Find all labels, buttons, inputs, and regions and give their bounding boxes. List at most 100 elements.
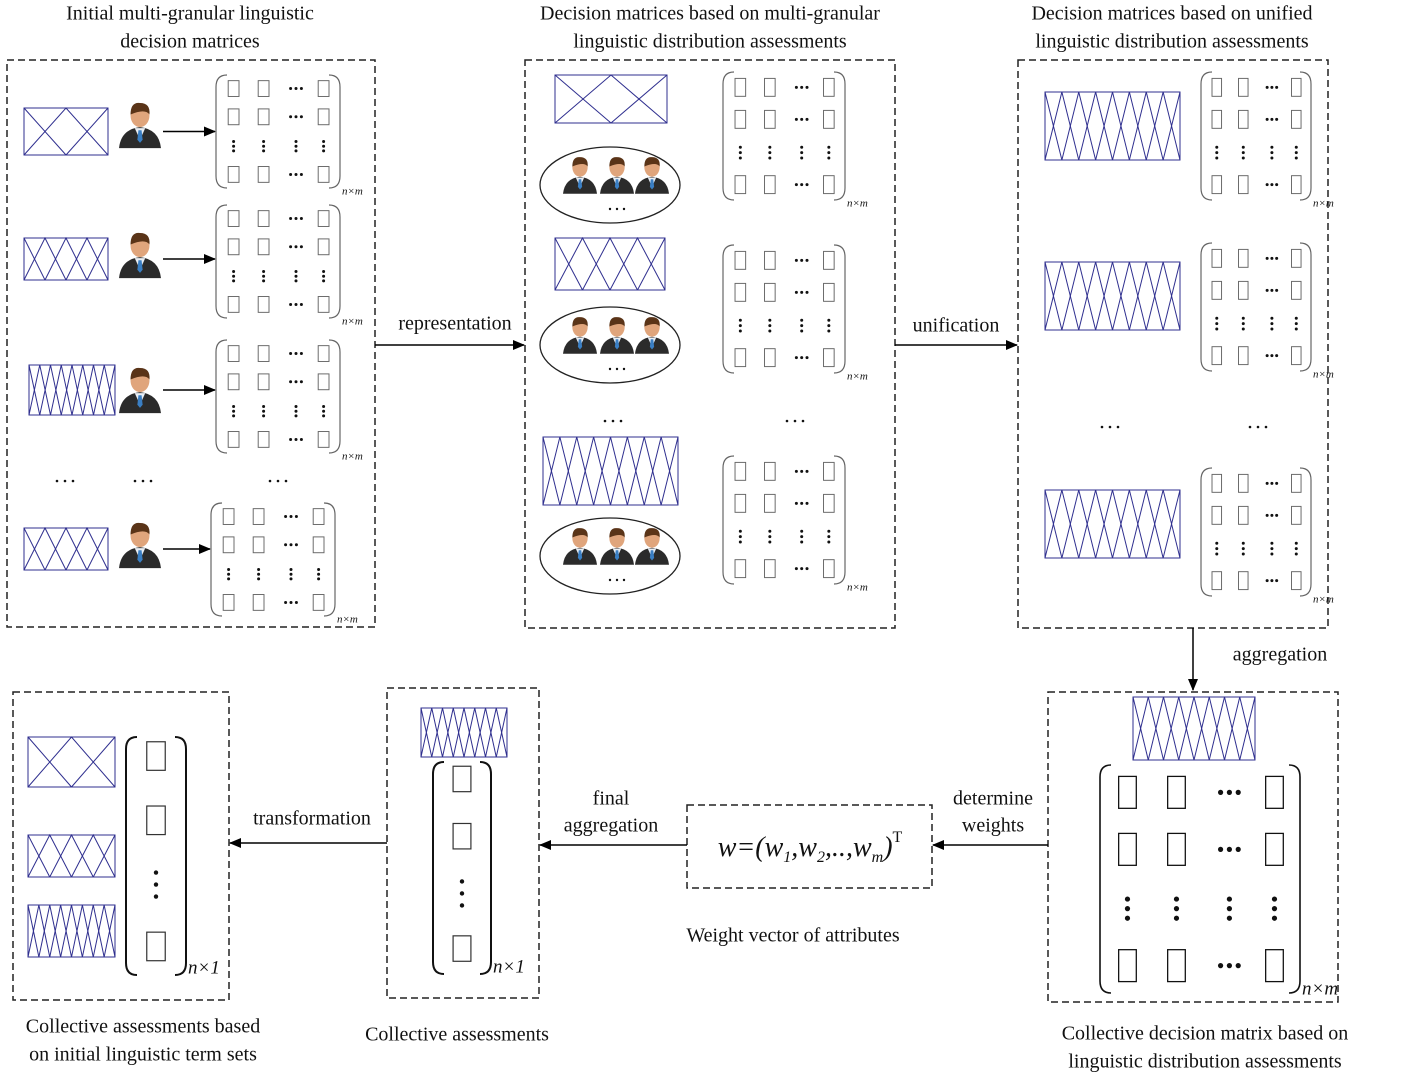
expert-icon (600, 317, 634, 354)
matrix-cell (823, 109, 835, 129)
matrix-cell (1167, 832, 1186, 866)
membership-function (49, 833, 94, 878)
membership-function (1145, 261, 1181, 331)
membership-function (542, 436, 578, 506)
matrix-cell (227, 80, 240, 97)
ellipsis-dot (1270, 481, 1274, 485)
ellipsis-dot (1241, 156, 1245, 160)
ellipsis-dot (768, 535, 772, 539)
ellipsis-dot (794, 501, 798, 505)
ellipsis-dot (153, 894, 159, 899)
ellipsis-dot (800, 183, 804, 187)
ellipsis-dot (805, 567, 809, 571)
term-set-frame (554, 237, 666, 291)
membership-function (593, 436, 628, 506)
ellipsis-dot (284, 515, 288, 519)
matrix-cell (227, 373, 240, 391)
ellipsis-dot (257, 577, 261, 581)
membership-function (637, 237, 666, 291)
ellipsis-dot (294, 302, 298, 306)
ellipsis-dot (71, 479, 75, 483)
matrix-cell (257, 210, 270, 227)
ellipsis-dot (299, 437, 303, 441)
membership-function (81, 904, 105, 958)
tie (137, 260, 143, 273)
ellipsis-dot (322, 414, 326, 418)
membership-function (86, 527, 109, 571)
expert-icon (563, 528, 597, 565)
bracket (432, 761, 445, 975)
subscript: n×m (847, 198, 868, 210)
ellipsis-dot (262, 414, 266, 418)
matrix-cell (1167, 775, 1186, 809)
ellipsis-dot (1235, 789, 1241, 795)
ellipsis-dot (289, 600, 293, 604)
matrix-cell (1291, 77, 1302, 97)
edge-label: final (593, 788, 630, 810)
ellipsis-dot (262, 274, 266, 278)
matrix-cell (823, 175, 835, 195)
term-set (23, 526, 109, 571)
ellipsis-dot (289, 543, 293, 547)
ellipsis-dot (232, 144, 236, 148)
hair (130, 232, 150, 245)
membership-function (28, 364, 51, 416)
ellipsis-dot (289, 245, 293, 249)
term-set-frame (23, 237, 109, 281)
matrix-cell (1265, 949, 1284, 983)
subscript: n×m (847, 582, 868, 594)
ellipsis-dot (1294, 322, 1298, 326)
ellipsis-dot (794, 85, 798, 89)
matrix-cell (734, 175, 747, 195)
bracket (722, 455, 735, 585)
ellipsis-dot (1265, 354, 1269, 358)
membership-function (609, 236, 666, 291)
ellipsis-dot (827, 324, 831, 328)
ellipsis-dot (299, 380, 303, 384)
ellipsis-dot (794, 356, 798, 360)
matrix-cell (1211, 571, 1223, 591)
formula-part: m (872, 849, 884, 866)
ellipsis-dot (289, 115, 293, 119)
membership-function (1044, 91, 1080, 161)
membership-function (92, 904, 116, 958)
ellipsis-dot (827, 145, 831, 149)
ellipsis-dot (289, 217, 293, 221)
ellipsis-dot (738, 156, 742, 160)
membership-function (554, 236, 611, 291)
matrix-cell (1238, 571, 1249, 591)
ellipsis-dot (153, 882, 159, 887)
ellipsis-dot (800, 529, 804, 533)
membership-function (1112, 91, 1147, 161)
ellipsis-dot (322, 139, 326, 143)
matrix-cell (1167, 949, 1186, 983)
bracket (479, 761, 492, 975)
matrix-cell (734, 77, 747, 97)
ellipsis-dot (1294, 552, 1298, 556)
panel (12, 691, 230, 1001)
matrix-cell (1211, 280, 1223, 300)
ellipsis-dot (1226, 963, 1232, 969)
ellipsis-dot (1294, 541, 1298, 545)
membership-function (27, 833, 72, 878)
matrix-cell (1238, 248, 1249, 268)
matrix-cell (764, 348, 776, 368)
ellipsis-dot (1275, 183, 1279, 187)
caption: Collective decision matrix based on (1062, 1023, 1349, 1045)
bracket (323, 502, 336, 617)
ellipsis-dot (232, 404, 236, 408)
matrix-cell (734, 250, 747, 270)
matrix-cell (317, 210, 330, 227)
matrix-cell (252, 508, 265, 525)
membership-function (93, 364, 116, 416)
ellipsis-dot (294, 269, 298, 273)
ellipsis-dot (232, 149, 236, 153)
matrix-cell (823, 250, 835, 270)
ellipsis-dot (603, 419, 607, 423)
bracket (1200, 242, 1213, 372)
matrix-cell (734, 348, 747, 368)
membership-function (1128, 489, 1164, 559)
ellipsis-dot (232, 414, 236, 418)
membership-function (44, 526, 88, 571)
bracket (833, 71, 846, 201)
